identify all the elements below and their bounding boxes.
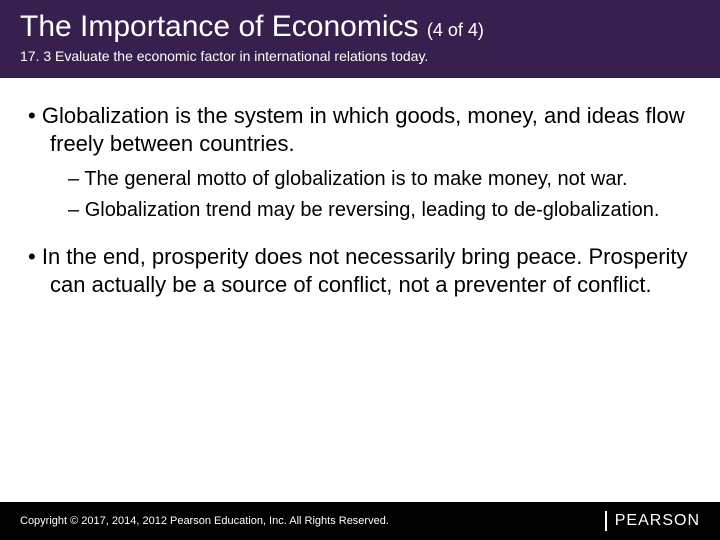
slide-title: The Importance of Economics (4 of 4) — [20, 10, 700, 44]
slide-footer: Copyright © 2017, 2014, 2012 Pearson Edu… — [0, 502, 720, 540]
slide-content: Globalization is the system in which goo… — [0, 78, 720, 298]
copyright-text: Copyright © 2017, 2014, 2012 Pearson Edu… — [20, 515, 389, 527]
pearson-logo: PEARSON — [605, 511, 700, 531]
bullet-main-2: In the end, prosperity does not necessar… — [28, 243, 692, 298]
slide-subtitle: 17. 3 Evaluate the economic factor in in… — [20, 48, 700, 64]
bullet-sub-1-1: The general motto of globalization is to… — [68, 167, 692, 192]
bullet-main-1: Globalization is the system in which goo… — [28, 102, 692, 157]
title-count: (4 of 4) — [427, 20, 484, 40]
title-main: The Importance of Economics — [20, 10, 419, 43]
bullet-sublist-1: The general motto of globalization is to… — [68, 167, 692, 223]
bullet-sub-1-2: Globalization trend may be reversing, le… — [68, 198, 692, 223]
logo-text: PEARSON — [615, 512, 700, 530]
logo-bar-icon — [605, 511, 607, 531]
slide-header: The Importance of Economics (4 of 4) 17.… — [0, 0, 720, 78]
